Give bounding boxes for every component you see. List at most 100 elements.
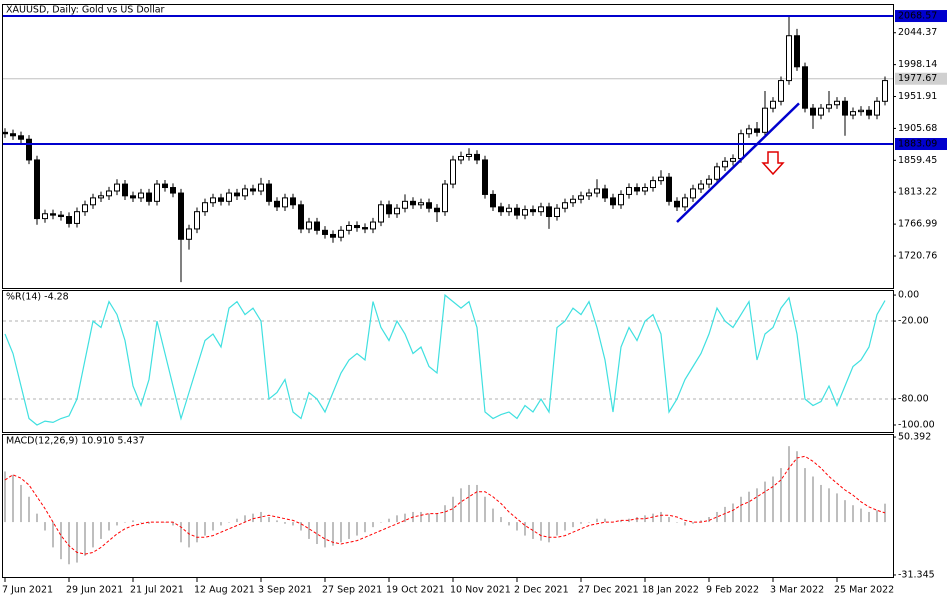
candle-body [90,197,96,206]
macd-bar [396,515,398,523]
candle-body [330,233,336,238]
macd-bar [308,522,310,539]
macd-bar [452,496,454,523]
candle-body [18,135,24,140]
macd-bar [204,522,206,536]
candle-body [394,207,400,215]
macd-bar [476,484,478,523]
level-label: 1883.09 [898,139,937,150]
candle-body [874,100,880,116]
candle-body [570,198,576,204]
x-tick-label: 9 Feb 2022 [706,585,759,596]
macd-bar [508,522,510,526]
macd-bar [588,522,590,523]
macd-bar [820,484,822,523]
macd-bar [300,522,302,531]
candle-body [34,159,40,220]
candle-body [514,207,520,216]
y-tick-label: 2044.37 [898,27,937,38]
y-tick-label: 1951.91 [898,91,937,102]
candle-body [170,187,176,194]
y-tick-label: -100.00 [898,419,935,430]
candle-body [474,153,480,161]
williams-line [4,293,886,426]
x-tick-label: 19 Oct 2021 [386,585,445,596]
macd-bar [732,503,734,523]
macd-bar [172,522,174,526]
macd-bar [20,484,22,523]
candle-body [698,183,704,190]
macd-bar [788,446,790,523]
macd-bar [644,515,646,523]
candle-body [306,221,312,230]
candle-body [338,229,344,238]
macd-bar [716,511,718,523]
macd-bar [292,522,294,526]
macd-bar [684,522,686,526]
macd-bar [404,513,406,523]
candle-body [258,183,264,192]
candle-body [882,80,888,102]
macd-bar [212,522,214,531]
candle-body [354,224,360,229]
macd-bar [52,522,54,548]
macd-bar [500,517,502,523]
macd-bar [12,474,14,523]
y-tick-label: 1720.76 [898,251,937,262]
x-tick-label: 3 Sep 2021 [258,585,312,596]
macd-bar [340,522,342,543]
candle-body [274,200,280,208]
macd-bar [580,522,582,524]
macd-bar [220,522,222,526]
macd-bar [108,522,110,531]
candle-body [298,204,304,230]
candle-body [586,192,592,197]
macd-bar [380,522,382,523]
y-tick-label: -80.00 [898,394,929,405]
candle-body [810,107,816,116]
y-tick-label: -31.345 [898,569,935,580]
candle-body [178,192,184,240]
x-tick-label: 21 Jul 2021 [130,585,184,596]
candle-body [466,153,472,157]
macd-bar [468,484,470,523]
candle-body [2,131,8,135]
candle-body [858,109,864,113]
macd-bar [268,517,270,523]
candle-body [562,202,568,209]
x-tick-label: 3 Mar 2022 [770,585,824,596]
macd-bar [676,522,678,523]
candle-body [10,133,16,137]
last-price-box [895,72,947,85]
candle-body [114,183,120,192]
candle-body [634,187,640,192]
candle-body [418,202,424,206]
candle-body [578,195,584,200]
candle-body [658,176,664,182]
candle-body [58,214,64,218]
down-arrow [761,151,785,176]
macd-bar [148,522,150,524]
macd-bar [124,522,126,523]
macd-bar [484,496,486,523]
macd-bar [372,522,374,528]
macd-bar [556,522,558,536]
macd-bar [708,517,710,523]
candle-body [250,188,256,192]
candle-body [162,183,168,189]
candle-body [778,80,784,102]
macd-bar [356,522,358,536]
macd-bar [836,493,838,523]
candle-body [130,195,136,199]
macd-bar [540,522,542,541]
candle-body [66,216,72,224]
candle-body [282,197,288,208]
macd-bar [60,522,62,560]
x-tick-label: 2 Dec 2021 [514,585,569,596]
candle-body [26,138,32,161]
candle-body [490,193,496,208]
candle-body [450,159,456,185]
candle-body [506,207,512,213]
candle-body [554,207,560,218]
y-tick-label: 1766.99 [898,219,937,230]
